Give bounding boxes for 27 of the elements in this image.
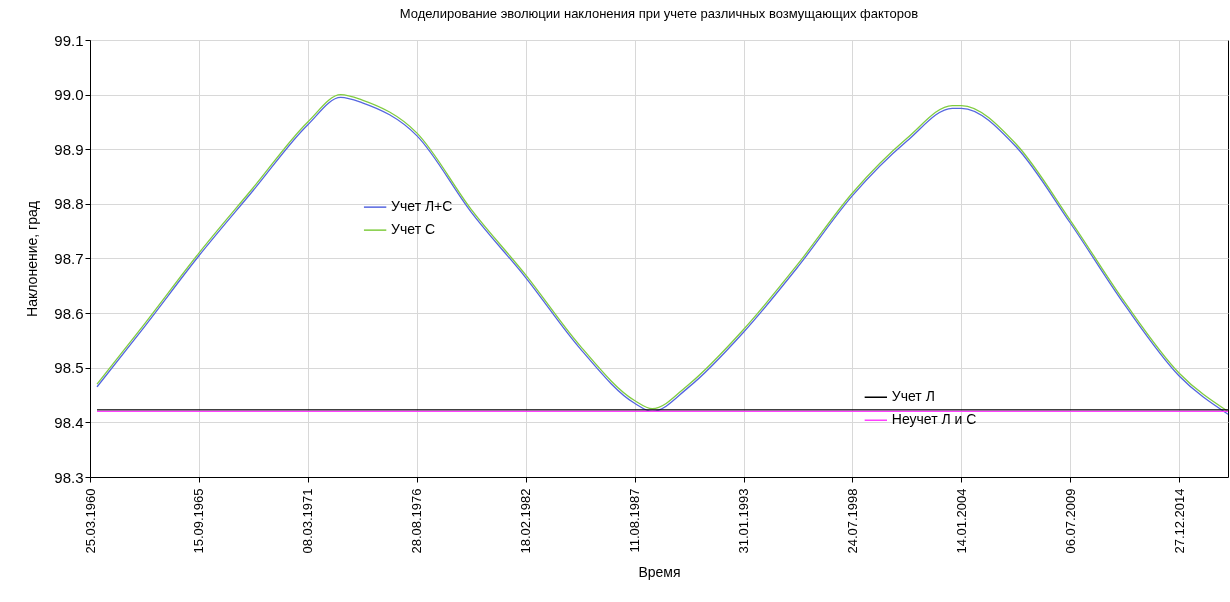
x-tick-label: 11.08.1987 bbox=[627, 488, 643, 553]
legend-label: Учет Л+С bbox=[391, 198, 453, 215]
y-tick-label: 98.4 bbox=[54, 413, 84, 431]
y-tick-label: 99.0 bbox=[54, 86, 84, 104]
x-tick-label: 15.09.1965 bbox=[191, 488, 207, 554]
y-tick-label: 98.3 bbox=[54, 468, 84, 486]
y-tick-label: 98.7 bbox=[54, 250, 84, 267]
legend-label: Учет С bbox=[391, 221, 436, 238]
x-tick-label: 06.07.2009 bbox=[1062, 488, 1078, 554]
x-tick-label: 24.07.1998 bbox=[844, 488, 860, 554]
chart-title: Моделирование эволюции наклонения при учете различных возмущающих факторов bbox=[399, 6, 919, 21]
y-axis-title: Наклонение, град bbox=[24, 201, 41, 317]
x-tick-label: 25.03.1960 bbox=[82, 488, 98, 554]
y-tick-label: 99.1 bbox=[54, 31, 84, 49]
x-tick-label: 27.12.2014 bbox=[1171, 488, 1187, 554]
y-tick-label: 98.6 bbox=[54, 304, 84, 322]
legend-label: Учет Л bbox=[891, 388, 935, 405]
x-tick-label: 08.03.1971 bbox=[300, 488, 316, 554]
x-axis-title: Время bbox=[638, 563, 681, 580]
legend-label: Неучет Л и С bbox=[891, 411, 977, 428]
y-tick-label: 98.9 bbox=[54, 140, 84, 158]
y-tick-label: 98.8 bbox=[54, 195, 84, 213]
y-tick-label: 98.5 bbox=[54, 359, 84, 377]
x-tick-label: 28.08.1976 bbox=[409, 488, 425, 554]
x-tick-label: 18.02.1982 bbox=[518, 488, 534, 554]
x-tick-label: 14.01.2004 bbox=[953, 488, 969, 554]
x-tick-label: 31.01.1993 bbox=[736, 488, 752, 554]
